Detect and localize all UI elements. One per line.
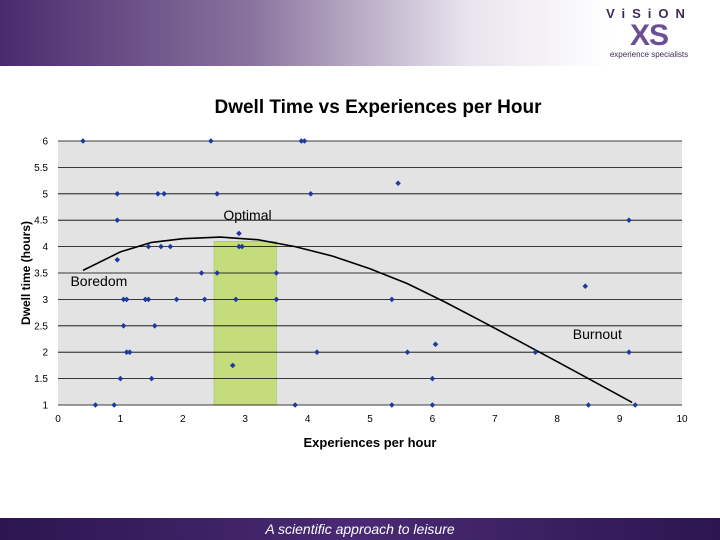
y-tick-label: 2.5	[34, 321, 48, 332]
data-point	[626, 217, 632, 223]
x-tick-label: 2	[180, 414, 186, 425]
y-axis-label: Dwell time (hours)	[19, 221, 33, 325]
x-tick-label: 8	[554, 414, 560, 425]
y-tick-label: 1.5	[34, 374, 48, 385]
data-point	[117, 375, 124, 382]
plot-area: 11.522.533.544.555.560 1 2 3 4 5 6 7 8 9 10Boredom…	[34, 137, 688, 426]
x-tick-label: 9	[617, 414, 623, 425]
x-tick-label: 4	[305, 414, 311, 425]
data-point	[92, 402, 99, 408]
x-tick-label: 7	[492, 414, 498, 425]
y-tick-label: 2	[42, 348, 48, 359]
brand-name: ViSiON	[606, 6, 692, 21]
brand-mark: XS	[629, 19, 669, 52]
annotation-label: Burnout	[573, 326, 622, 342]
x-tick-label: 0	[55, 414, 61, 425]
data-point	[111, 402, 117, 408]
data-point	[632, 402, 638, 408]
data-point	[236, 230, 242, 237]
data-point	[114, 257, 121, 263]
x-tick-label: 10	[676, 414, 688, 425]
data-point	[233, 296, 239, 303]
x-tick-label: 1	[118, 414, 124, 425]
trend-curve	[82, 236, 633, 404]
data-point	[239, 243, 245, 250]
data-point	[301, 138, 308, 144]
data-point	[158, 243, 164, 250]
data-point	[142, 296, 149, 303]
y-tick-label: 5	[42, 189, 48, 200]
annotation-label: Optimal	[223, 207, 271, 223]
annotation-label: Boredom	[70, 273, 127, 289]
data-point	[389, 296, 395, 303]
footer-bar: A scientific approach to leisure	[0, 518, 720, 540]
data-point	[145, 296, 152, 303]
header-banner	[0, 0, 720, 66]
data-point	[585, 402, 592, 408]
data-point	[123, 349, 130, 355]
data-point	[432, 341, 439, 348]
brand-tagline: experience specialists	[609, 50, 689, 59]
data-point	[273, 296, 280, 303]
data-point	[120, 323, 127, 329]
y-tick-label: 5.5	[34, 163, 48, 174]
data-point	[161, 191, 167, 197]
data-point	[389, 402, 395, 408]
data-point	[626, 349, 632, 355]
data-point	[123, 296, 130, 303]
data-point	[151, 323, 158, 329]
data-point	[314, 349, 320, 355]
y-tick-label: 1	[42, 401, 48, 412]
data-point	[167, 243, 174, 250]
scatter-chart: Dwell Time vs Experiences per Hour 1 1.5 2…	[19, 97, 688, 450]
y-tick-label: 6	[42, 137, 48, 148]
y-tick-label: 3	[42, 295, 48, 306]
x-tick-label: 5	[367, 414, 373, 425]
optimal-band	[213, 241, 277, 406]
data-point	[114, 217, 121, 223]
data-point	[208, 138, 214, 144]
data-point	[126, 349, 133, 355]
data-point	[532, 349, 539, 355]
data-point	[80, 138, 86, 144]
data-point	[236, 243, 242, 250]
data-point	[429, 402, 436, 408]
x-tick-label: 6	[430, 414, 436, 425]
footer-tagline: A scientific approach to leisure	[265, 521, 455, 537]
y-tick-label: 4.5	[34, 216, 48, 227]
y-tick-label: 4	[42, 242, 48, 253]
data-point	[145, 243, 152, 250]
data-point	[173, 296, 180, 303]
data-point	[298, 138, 305, 144]
data-point	[429, 375, 436, 382]
data-point	[198, 270, 205, 276]
brand-logo: ViSiON XS experience specialists	[590, 6, 708, 62]
data-point	[214, 270, 220, 276]
y-tick-label: 3.5	[34, 269, 48, 280]
data-point	[120, 296, 127, 303]
data-point	[292, 402, 298, 408]
data-point	[273, 270, 280, 276]
data-point	[404, 349, 411, 355]
chart-title: Dwell Time vs Experiences per Hour	[214, 97, 542, 118]
data-point	[229, 362, 236, 369]
data-point	[148, 375, 155, 382]
x-axis-label: Experiences per hour	[304, 435, 437, 450]
data-point	[582, 283, 589, 289]
x-tick-label: 3	[242, 414, 248, 425]
data-point	[201, 296, 208, 303]
